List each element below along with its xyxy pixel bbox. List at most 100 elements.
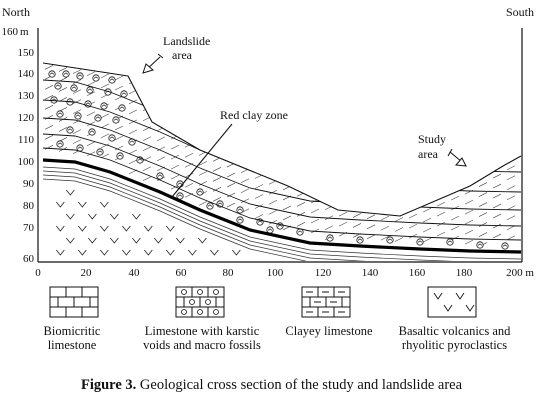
basalt-v-mark xyxy=(154,237,163,244)
basalt-v-mark xyxy=(122,225,131,232)
hatch-mark xyxy=(394,237,404,242)
ground-surface xyxy=(42,62,522,217)
basalt-v-mark xyxy=(110,213,119,220)
hatch-mark xyxy=(100,73,110,79)
legend-swatch-biomicritic xyxy=(49,286,99,318)
hatch-mark xyxy=(44,95,54,100)
x-tick-180: 180 xyxy=(456,267,473,279)
clayey-line xyxy=(43,174,521,261)
fossil-icon xyxy=(501,242,509,250)
hatch-mark xyxy=(436,211,446,217)
basalt-v-mark xyxy=(66,189,75,196)
hatch-mark xyxy=(86,91,96,96)
landslide-label-line2: area xyxy=(172,48,193,62)
hatch-mark xyxy=(394,227,404,232)
hatch-mark xyxy=(450,195,460,201)
hatch-mark xyxy=(86,121,96,126)
hatch-mark xyxy=(72,99,82,104)
hatch-mark xyxy=(464,229,474,235)
hatch-mark xyxy=(464,199,474,205)
hatch-mark xyxy=(408,233,418,239)
hatch-mark xyxy=(100,113,110,119)
y-tick-160: 160 xyxy=(2,26,19,38)
south-label: South xyxy=(506,5,534,19)
y-tick-110: 110 xyxy=(18,134,35,146)
hatch-mark xyxy=(212,197,222,202)
hatch-mark xyxy=(240,178,250,184)
hatch-mark xyxy=(100,83,110,89)
hatch-mark xyxy=(170,174,180,180)
hatch-mark xyxy=(128,119,138,125)
fossil-icon xyxy=(50,96,58,104)
hatch-mark xyxy=(422,207,432,213)
hatch-mark xyxy=(184,182,194,188)
hatch-mark xyxy=(86,151,96,156)
hatch-mark xyxy=(212,167,222,172)
hatch-mark xyxy=(324,205,334,211)
legend-label-clayey: Clayey limestone xyxy=(285,324,373,338)
hatch-mark xyxy=(268,209,278,215)
fossil-icon xyxy=(108,134,116,142)
basalt-v-mark xyxy=(56,249,65,256)
basalt-v-mark xyxy=(78,201,87,208)
x-tick-20: 20 xyxy=(81,267,93,279)
hatch-mark xyxy=(492,203,502,209)
hatch-mark xyxy=(254,184,264,189)
fossil-icon xyxy=(56,140,64,148)
fossil-icon xyxy=(181,309,187,315)
hatch-mark xyxy=(44,125,54,130)
fossil-icon xyxy=(446,238,454,246)
hatch-mark xyxy=(492,213,502,219)
fossil-icon xyxy=(205,299,211,305)
hatch-mark xyxy=(464,219,474,225)
study-label-line2: area xyxy=(418,147,439,161)
basalt-v-mark xyxy=(122,249,131,256)
hatch-mark xyxy=(170,164,180,170)
figure-caption: Figure 3. Geological cross section of th… xyxy=(0,377,543,394)
hatch-mark xyxy=(380,215,390,221)
hatch-mark xyxy=(268,199,278,205)
legend-label-biomicritic: Biomicritic limestone xyxy=(43,324,101,352)
x-tick-80: 80 xyxy=(223,267,235,279)
x-tick-140: 140 xyxy=(362,267,379,279)
x-tick-40: 40 xyxy=(129,267,141,279)
basalt-v-mark xyxy=(210,249,219,256)
basalt-v-mark xyxy=(144,225,153,232)
hatch-mark xyxy=(72,129,82,134)
layer-boundary-line xyxy=(43,147,521,241)
hatch-mark xyxy=(114,75,124,81)
fossil-icon xyxy=(116,152,124,160)
hatch-mark xyxy=(464,239,474,245)
hatch-mark xyxy=(408,213,418,219)
hatch-mark xyxy=(352,223,362,228)
hatch-mark xyxy=(100,123,110,129)
hatch-mark xyxy=(100,133,110,139)
fossil-icon xyxy=(108,76,116,84)
hatch-mark xyxy=(506,185,516,191)
hatch-mark xyxy=(142,176,152,182)
hatch-mark xyxy=(506,225,516,231)
y-ticks: 160 m 150 140 130 120 110 100 90 80 70 6… xyxy=(2,26,35,265)
layer-boundary-line xyxy=(43,117,521,211)
hatch-mark xyxy=(212,187,222,192)
hatch-mark xyxy=(128,99,138,105)
hatch-mark xyxy=(198,181,208,186)
geologic-section xyxy=(43,65,521,261)
fossil-icon xyxy=(236,216,244,224)
hatch-mark xyxy=(422,237,432,243)
y-tick-130: 130 xyxy=(18,90,35,102)
fossil-icon xyxy=(213,309,219,315)
hatch-mark xyxy=(72,139,82,144)
y-tick-60: 60 xyxy=(23,253,35,265)
hatch-mark xyxy=(394,217,404,222)
hatch-mark xyxy=(86,81,96,86)
basalt-v-mark xyxy=(433,292,443,300)
fossil-icon xyxy=(197,289,203,295)
hatch-mark xyxy=(254,204,264,209)
hatch-mark xyxy=(352,213,362,218)
hatch-mark xyxy=(506,235,516,241)
hatch-mark xyxy=(380,235,390,241)
layer-boundary-line xyxy=(43,79,521,173)
hatch-mark xyxy=(310,218,320,224)
hatch-mark xyxy=(44,105,54,110)
